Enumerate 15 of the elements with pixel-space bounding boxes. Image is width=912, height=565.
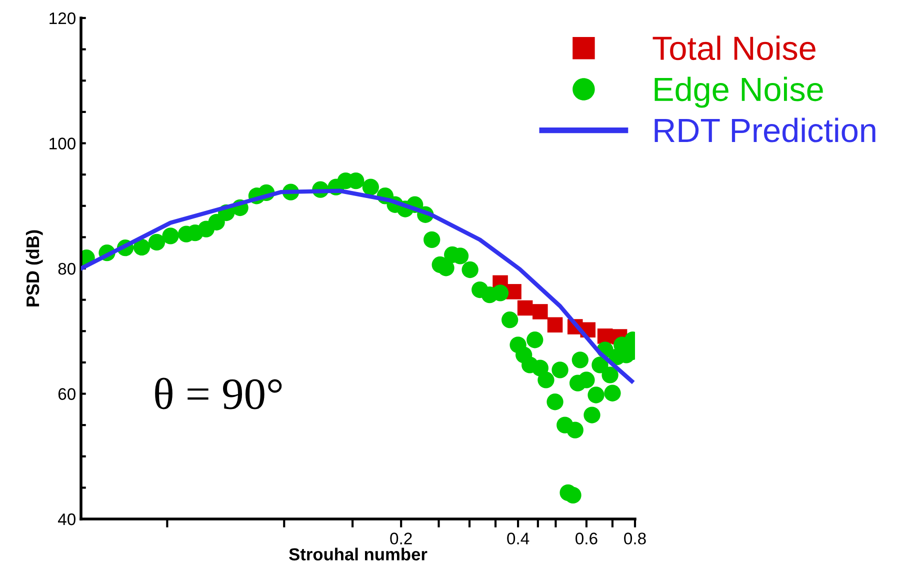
legend-label: Total Noise bbox=[652, 36, 816, 60]
x-tick-label: 0.2 bbox=[390, 532, 412, 544]
y-tick-label: 60 bbox=[58, 388, 76, 400]
y-tick-label: 120 bbox=[50, 12, 76, 24]
y-tick-label: 100 bbox=[50, 138, 76, 150]
legend-label: Edge Noise bbox=[654, 76, 823, 108]
x-tick-label: 0.6 bbox=[576, 532, 598, 544]
y-tick-label: 80 bbox=[58, 262, 76, 275]
x-tick-label: 0.8 bbox=[624, 532, 646, 544]
annotation: θ = 90° bbox=[155, 378, 282, 410]
y-tick-label: 40 bbox=[58, 513, 76, 526]
legend-label: RDT Prediction bbox=[654, 118, 876, 142]
x-axis-title: Strouhal number bbox=[289, 548, 428, 560]
y-axis-title: PSD (dB) bbox=[26, 230, 43, 306]
x-tick-label: 0.4 bbox=[507, 532, 530, 544]
